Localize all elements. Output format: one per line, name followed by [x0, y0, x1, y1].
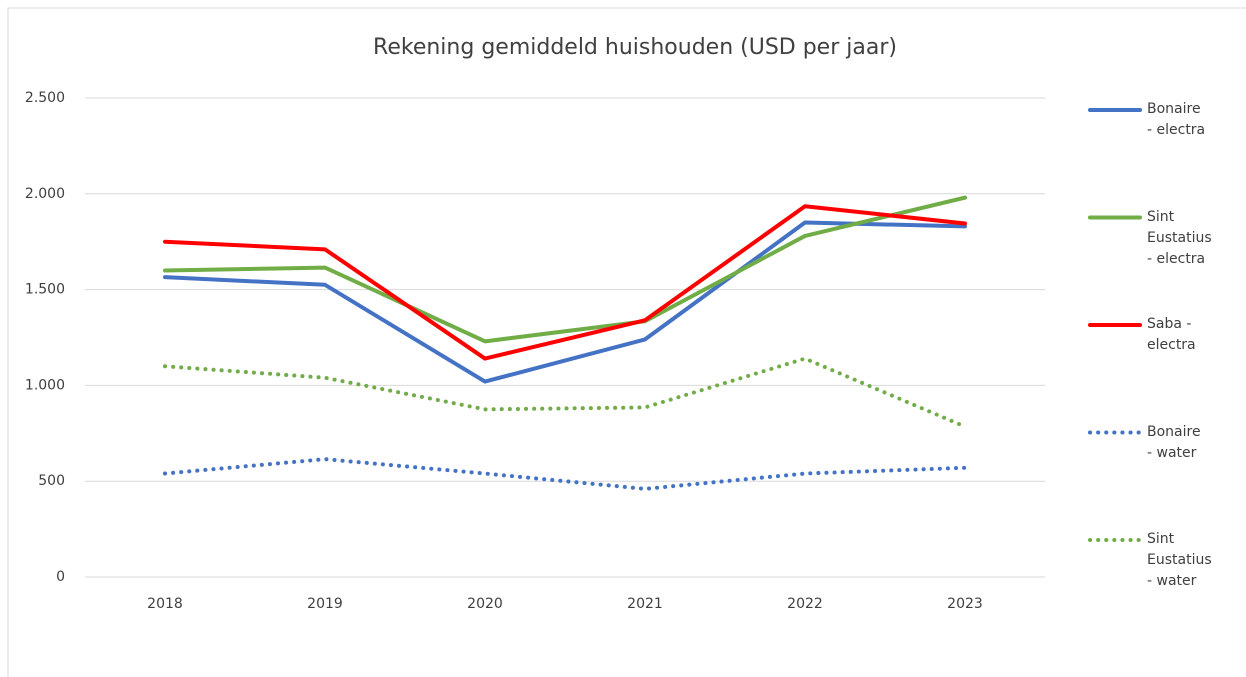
x-tick-label: 2018: [147, 596, 183, 612]
y-tick-label: 2.000: [25, 186, 65, 202]
y-tick-label: 500: [38, 473, 65, 489]
data-line: [163, 457, 967, 491]
y-tick-label: 0: [56, 569, 65, 585]
chart-title: Rekening gemiddeld huishouden (USD per j…: [373, 35, 897, 60]
x-tick-label: 2022: [787, 596, 823, 612]
y-tick-label: 1.000: [25, 377, 65, 393]
legend-label: Sint Eustatius - water: [1147, 531, 1212, 589]
x-tick-label: 2023: [947, 596, 983, 612]
legend-label: Saba - electra: [1147, 316, 1196, 353]
x-tick-label: 2019: [307, 596, 343, 612]
chart-border: [7, 7, 1246, 677]
y-tick-label: 1.500: [25, 282, 65, 298]
data-line: [163, 204, 967, 361]
data-line: [163, 356, 967, 429]
legend-label: Bonaire - water: [1147, 423, 1201, 461]
x-tick-label: 2020: [467, 596, 503, 612]
data-line: [163, 195, 967, 344]
x-tick-label: 2021: [627, 596, 663, 612]
legend-label: Sint Eustatius - electra: [1147, 208, 1212, 267]
y-tick-label: 2.500: [25, 90, 65, 106]
legend-label: Bonaire - electra: [1147, 101, 1206, 138]
data-line: [163, 220, 967, 384]
